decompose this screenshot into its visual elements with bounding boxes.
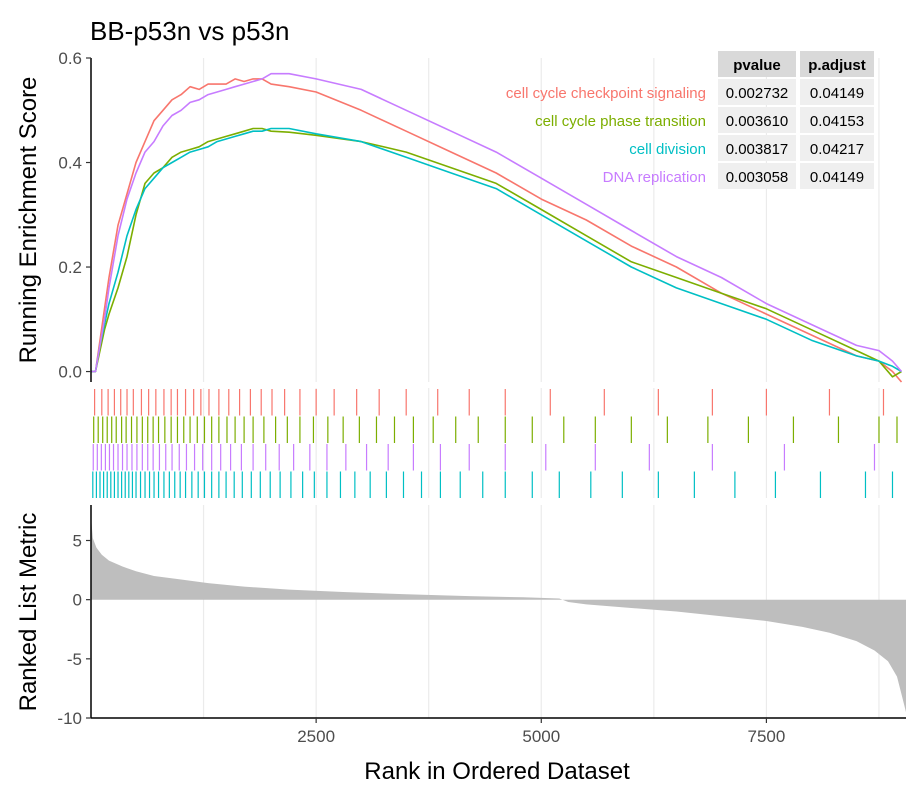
metric-axes: -10 -5 0 5 2500 5000 7500 — [57, 505, 906, 746]
metric-y-tick-label: 5 — [73, 532, 82, 551]
legend-p_adjust-value: 0.04149 — [810, 85, 864, 102]
legend-series-name: cell cycle checkpoint signaling — [506, 85, 706, 102]
metric-y-tick-label: -5 — [67, 650, 82, 669]
legend-p_adjust-value: 0.04217 — [810, 141, 864, 158]
es-gridlines — [202, 58, 880, 382]
legend-value-cell — [718, 135, 796, 161]
legend-series-name: cell division — [629, 141, 706, 158]
legend-series-name: DNA replication — [603, 169, 706, 186]
legend-pvalue-value: 0.003817 — [726, 141, 789, 158]
legend-pvalue-value: 0.003610 — [726, 113, 789, 130]
hit-gridlines — [202, 388, 880, 498]
x-axis-label: Rank in Ordered Dataset — [364, 758, 630, 785]
es-ylabel: Running Enrichment Score — [15, 77, 42, 364]
es-series-lines — [91, 72, 903, 383]
legend-table: pvalue p.adjust cell cycle checkpoint sign… — [506, 51, 874, 189]
metric-ylabel: Ranked List Metric — [15, 513, 42, 712]
es-line-series-1 — [91, 127, 902, 378]
es-line-series-2 — [91, 127, 902, 373]
legend-series-name: cell cycle phase transition — [535, 113, 706, 130]
chart-title: BB-p53n vs p53n — [90, 16, 289, 46]
metric-y-tick-label: 0 — [73, 591, 82, 610]
legend-value-cell — [800, 163, 874, 189]
legend-value-cell — [718, 107, 796, 133]
legend-header-cell — [718, 51, 796, 77]
legend-value-cell — [718, 79, 796, 105]
hit-marks — [92, 389, 898, 498]
legend-pvalue-value: 0.002732 — [726, 85, 789, 102]
legend-value-cell — [718, 163, 796, 189]
legend-value-cell — [800, 79, 874, 105]
legend-header-label: p.adjust — [808, 57, 866, 74]
es-axes: 0.0 0.2 0.4 0.6 — [58, 49, 92, 382]
x-tick-label: 5000 — [522, 727, 560, 746]
es-y-tick-label: 0.6 — [58, 49, 82, 68]
legend-p_adjust-value: 0.04149 — [810, 169, 864, 186]
metric-gridlines — [202, 505, 880, 718]
ranked-metric-area — [91, 516, 906, 713]
es-y-tick-label: 0.0 — [58, 363, 82, 382]
legend-header-cell — [800, 51, 874, 77]
metric-y-tick-label: -10 — [57, 709, 82, 728]
es-y-tick-label: 0.2 — [58, 258, 82, 277]
legend-p_adjust-value: 0.04153 — [810, 113, 864, 130]
legend-value-cell — [800, 135, 874, 161]
legend-header-label: pvalue — [733, 57, 781, 74]
x-tick-label: 2500 — [297, 727, 335, 746]
x-tick-label: 7500 — [748, 727, 786, 746]
legend-pvalue-value: 0.003058 — [726, 169, 789, 186]
es-y-tick-label: 0.4 — [58, 154, 82, 173]
legend-value-cell — [800, 107, 874, 133]
es-line-series-3 — [91, 72, 903, 373]
es-line-series-0 — [91, 78, 903, 383]
